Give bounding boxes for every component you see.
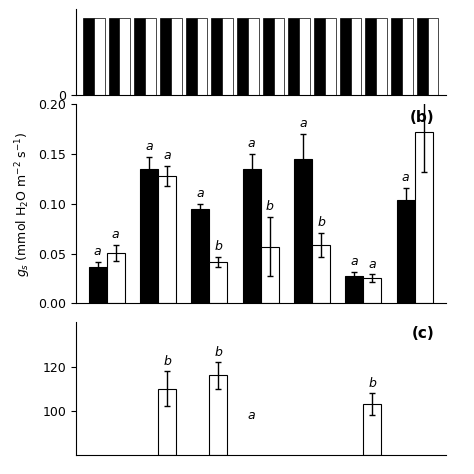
Bar [391,18,402,95]
Bar [248,18,259,95]
Bar [211,18,222,95]
Bar [261,246,279,303]
Text: b: b [317,216,325,229]
Text: a: a [248,137,255,150]
Bar [158,389,176,455]
Bar [222,18,233,95]
Text: (b): (b) [410,110,435,125]
Bar [340,18,351,95]
Bar [299,18,310,95]
Bar [376,18,387,95]
Bar [160,18,171,95]
Bar [273,18,284,95]
Bar [119,18,130,95]
Text: b: b [368,377,376,390]
Text: a: a [197,187,204,200]
Bar [171,18,182,95]
Text: a: a [369,257,376,271]
Text: a: a [94,245,101,257]
Bar [364,404,382,455]
Bar [135,18,145,95]
Text: a: a [163,149,171,162]
Bar [428,18,438,95]
Bar [365,18,376,95]
Bar [263,18,273,95]
Text: (c): (c) [412,326,435,341]
Bar [415,132,433,303]
Bar [402,18,413,95]
Bar [397,200,415,303]
Text: a: a [299,117,307,130]
Bar [158,176,176,303]
Text: a: a [351,255,358,267]
Text: b: b [420,75,428,88]
Bar [237,18,248,95]
Bar [312,245,330,303]
Bar [294,159,312,303]
Text: a: a [145,140,153,153]
Bar [243,169,261,303]
Text: b: b [266,200,273,213]
Text: b: b [214,239,222,253]
Bar [325,18,336,95]
Bar [145,18,156,95]
Bar [186,18,197,95]
Text: a: a [248,409,255,422]
Bar [351,18,361,95]
Bar [94,18,105,95]
Bar [346,276,364,303]
Bar [107,253,125,303]
Bar [109,18,119,95]
Bar [140,169,158,303]
Text: b: b [163,355,171,368]
Bar [210,375,228,455]
Bar [83,18,94,95]
Bar [314,18,325,95]
Bar [210,262,228,303]
Bar [197,18,207,95]
Text: b: b [214,346,222,359]
Bar [89,266,107,303]
Bar [288,18,299,95]
Bar [364,279,382,303]
Text: a: a [112,228,119,241]
Bar [417,18,428,95]
Bar [191,209,210,303]
Text: a: a [402,171,410,184]
Y-axis label: $g_s$ (mmol H$_2$O m$^{-2}$ s$^{-1}$): $g_s$ (mmol H$_2$O m$^{-2}$ s$^{-1}$) [13,131,33,277]
